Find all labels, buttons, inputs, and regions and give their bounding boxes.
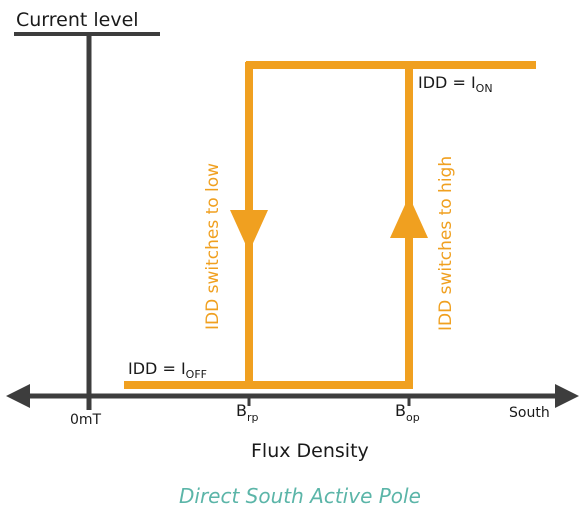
diagram-caption: Direct South Active Pole (179, 484, 421, 508)
down-arrow-head (230, 210, 268, 252)
b-rp-subscript: rp (247, 411, 259, 424)
i-on-subscript: ON (476, 82, 493, 95)
i-on-label: IDD = ION (418, 73, 493, 95)
up-arrow-head (390, 196, 428, 238)
y-axis-title: Current level (16, 9, 139, 31)
switch-low-label: IDD switches to low (203, 163, 223, 330)
south-label: South (509, 405, 550, 421)
i-off-subscript: OFF (186, 368, 207, 381)
b-op-label: Bop (395, 401, 420, 424)
hysteresis-curve (124, 61, 536, 389)
x-axis-left-arrow (6, 384, 30, 408)
switch-high-label: IDD switches to high (436, 156, 456, 331)
x-axis-right-arrow (555, 384, 579, 408)
b-rp-label: Brp (236, 401, 259, 424)
x-axis-title: Flux Density (251, 440, 369, 462)
i-off-label: IDD = IOFF (128, 359, 207, 381)
origin-label: 0mT (70, 412, 102, 428)
b-op-subscript: op (406, 411, 420, 424)
